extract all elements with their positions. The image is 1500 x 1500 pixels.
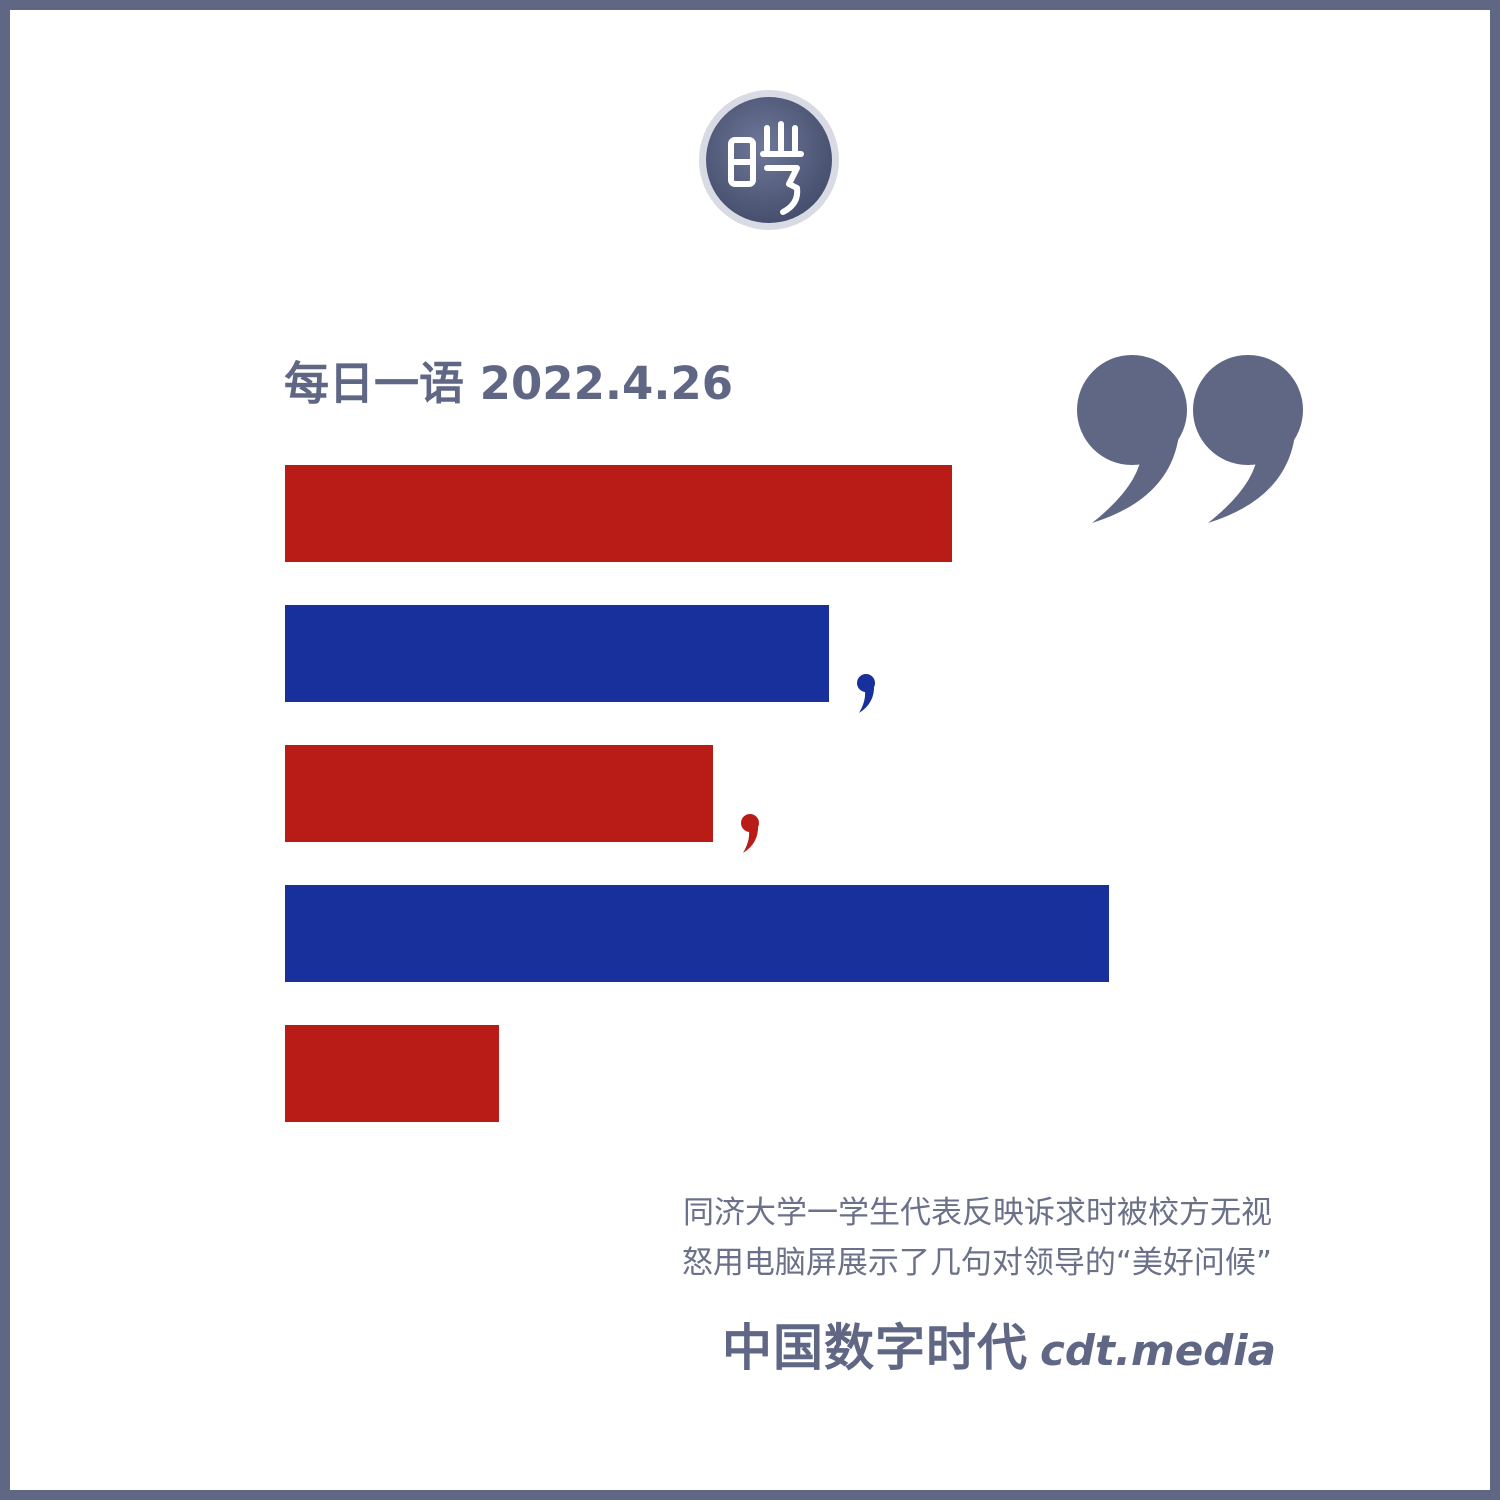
brand-name: 中国数字时代 bbox=[721, 1319, 1028, 1377]
redaction-bar bbox=[285, 465, 952, 562]
caption: 同济大学一学生代表反映诉求时被校方无视 怒用电脑屏展示了几句对领导的“美好问候” bbox=[682, 1188, 1272, 1288]
closing-quote-icon bbox=[1077, 355, 1303, 523]
caption-line: 同济大学一学生代表反映诉求时被校方无视 bbox=[683, 1195, 1272, 1231]
redaction-bar bbox=[285, 745, 713, 842]
brand-site-link[interactable]: cdt.media bbox=[1039, 1326, 1276, 1375]
comma-icon bbox=[741, 814, 759, 853]
redaction-bar bbox=[285, 1025, 499, 1122]
redaction-bar bbox=[285, 605, 829, 702]
redaction-bar bbox=[285, 885, 1109, 982]
caption-line: 怒用电脑屏展示了几句对领导的“美好问候” bbox=[681, 1245, 1272, 1281]
comma-icon bbox=[857, 674, 875, 713]
page-title: 每日一语 2022.4.26 bbox=[284, 357, 734, 410]
seal-logo-icon bbox=[699, 90, 839, 230]
poster-frame bbox=[10, 10, 1490, 1490]
brand-footer: 中国数字时代 cdt.media bbox=[722, 1316, 1276, 1380]
